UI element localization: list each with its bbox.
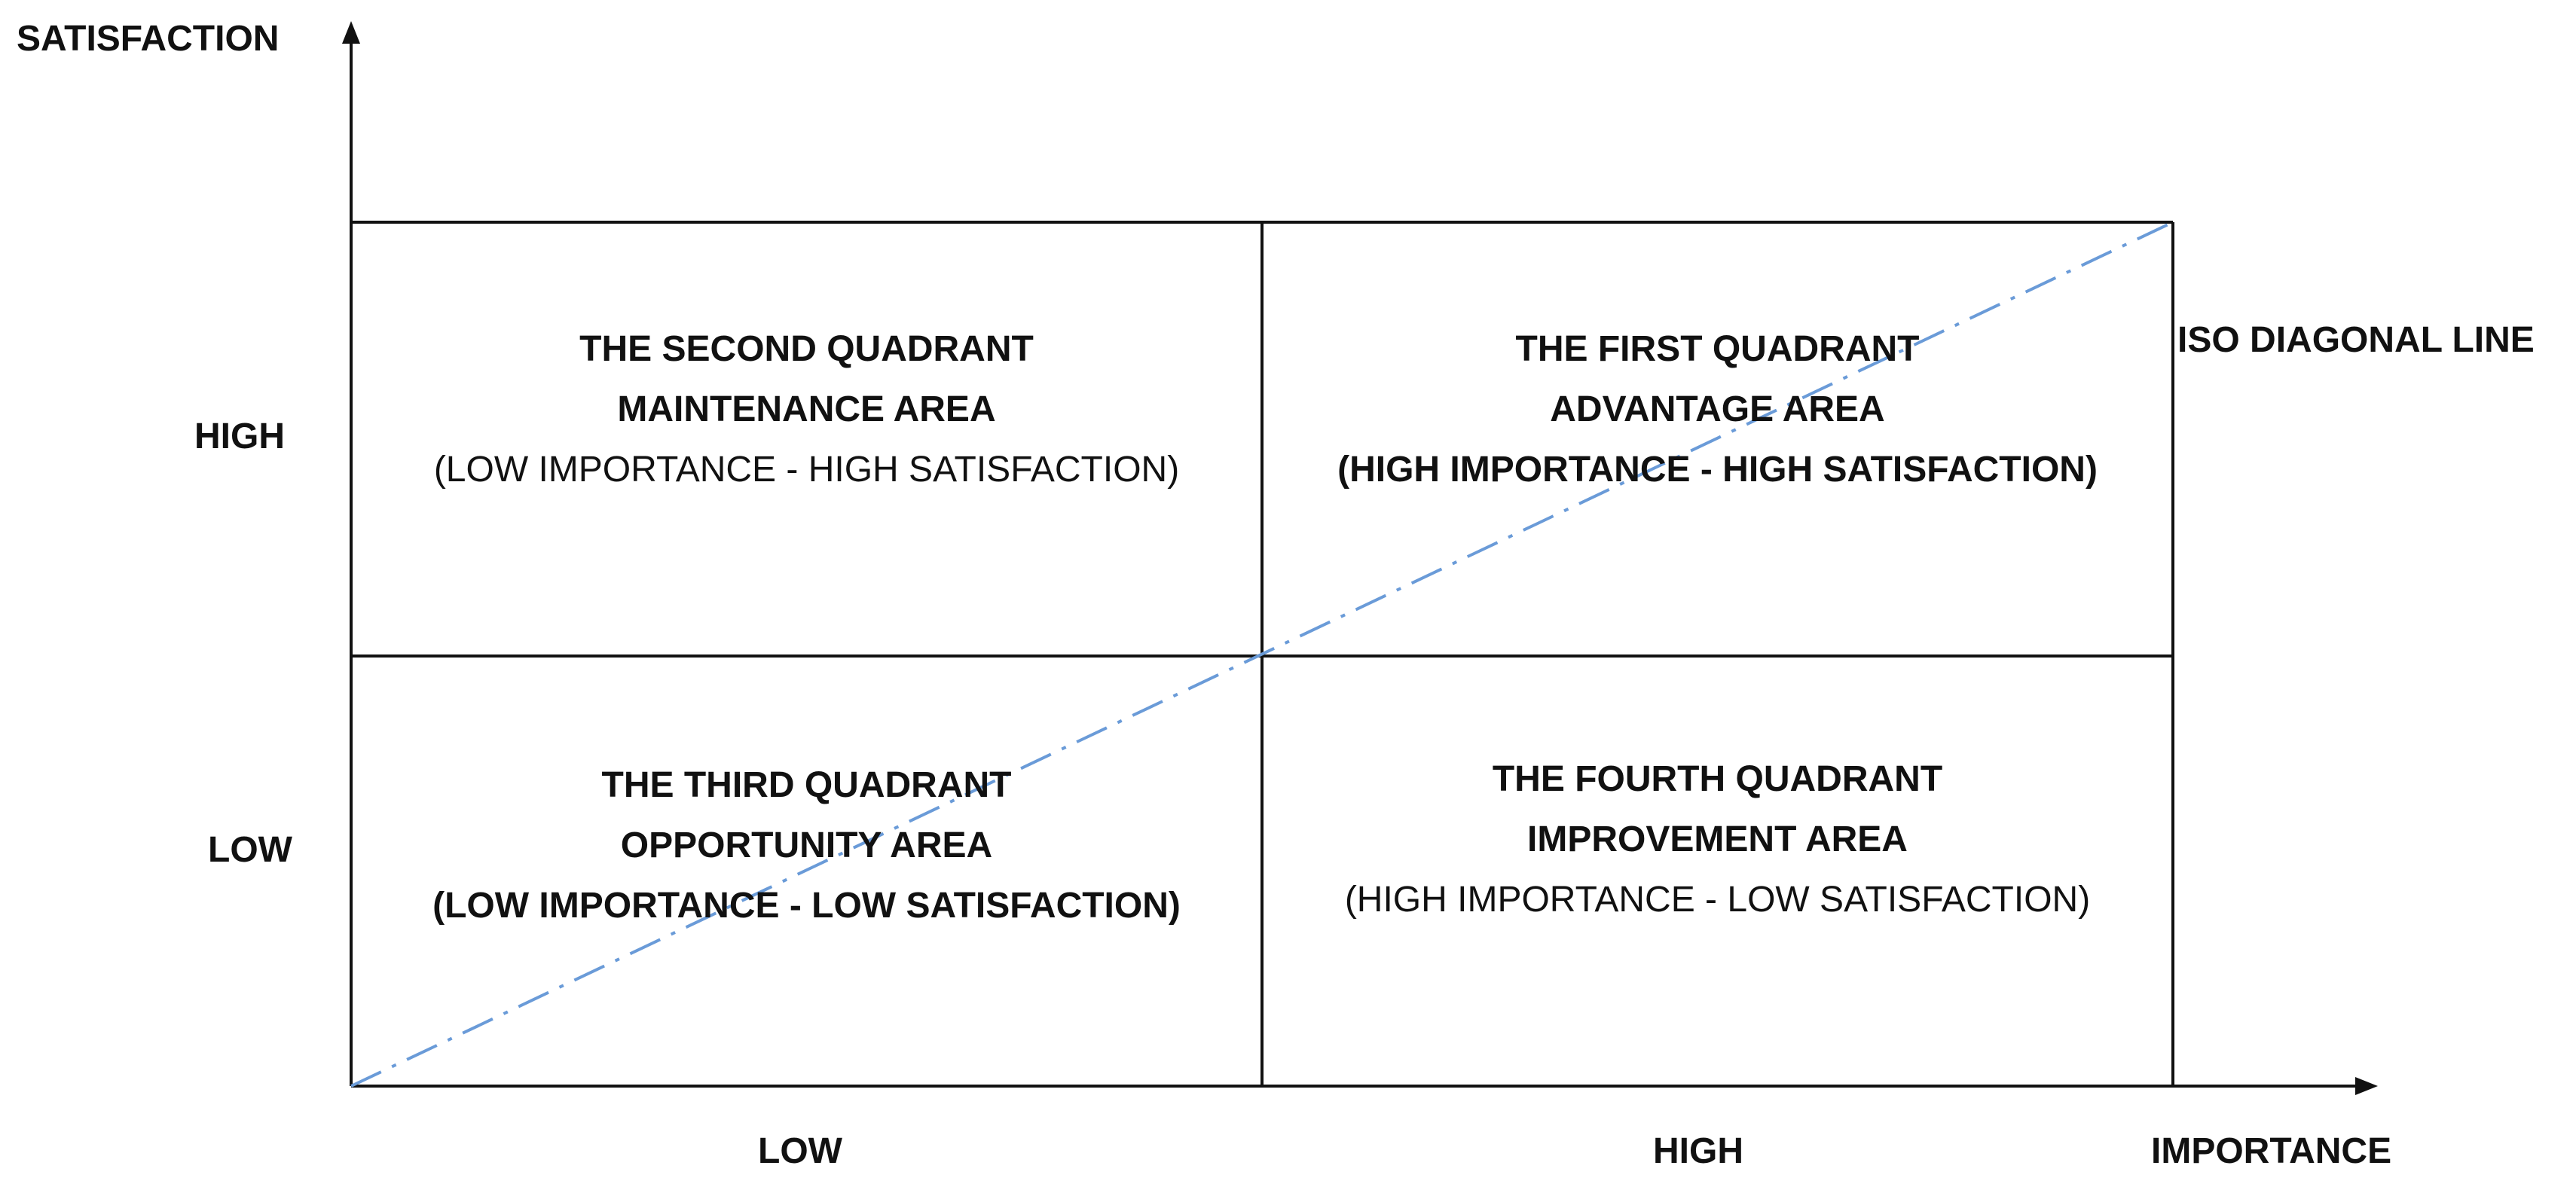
quadrant-fourth-title: THE FOURTH QUADRANT [1492,759,1943,799]
quadrant-second-desc: (LOW IMPORTANCE - HIGH SATISFACTION) [433,450,1180,490]
quadrant-first-title: THE FIRST QUADRANT [1515,329,1920,369]
y-axis-arrowhead [342,21,360,44]
iso-diagonal-line [350,221,2174,1088]
iso-diagonal-label: ISO DIAGONAL LINE [2177,320,2535,360]
x-tick-high: HIGH [1653,1131,1743,1171]
quadrant-second-area: MAINTENANCE AREA [617,389,996,429]
y-tick-low: LOW [208,830,292,870]
quadrant-second: THE SECOND QUADRANT MAINTENANCE AREA (LO… [351,319,1262,500]
quadrant-fourth: THE FOURTH QUADRANT IMPROVEMENT AREA (HI… [1262,749,2173,930]
x-tick-low: LOW [758,1131,842,1171]
y-tick-high: HIGH [194,416,285,456]
quadrant-third-title: THE THIRD QUADRANT [601,765,1012,805]
quadrant-first: THE FIRST QUADRANT ADVANTAGE AREA (HIGH … [1262,319,2173,500]
quadrant-first-desc: (HIGH IMPORTANCE - HIGH SATISFACTION) [1337,450,2098,490]
quadrant-third: THE THIRD QUADRANT OPPORTUNITY AREA (LOW… [351,755,1262,936]
x-axis-title: IMPORTANCE [2151,1131,2392,1171]
x-axis-arrowhead [2355,1077,2378,1095]
quadrant-third-area: OPPORTUNITY AREA [620,825,993,865]
quadrant-fourth-area: IMPROVEMENT AREA [1527,819,1908,859]
quadrant-second-title: THE SECOND QUADRANT [579,329,1034,369]
quadrant-first-area: ADVANTAGE AREA [1550,389,1885,429]
y-axis-title: SATISFACTION [17,19,280,59]
quadrant-third-desc: (LOW IMPORTANCE - LOW SATISFACTION) [432,886,1181,926]
quadrant-fourth-desc: (HIGH IMPORTANCE - LOW SATISFACTION) [1344,880,2091,920]
